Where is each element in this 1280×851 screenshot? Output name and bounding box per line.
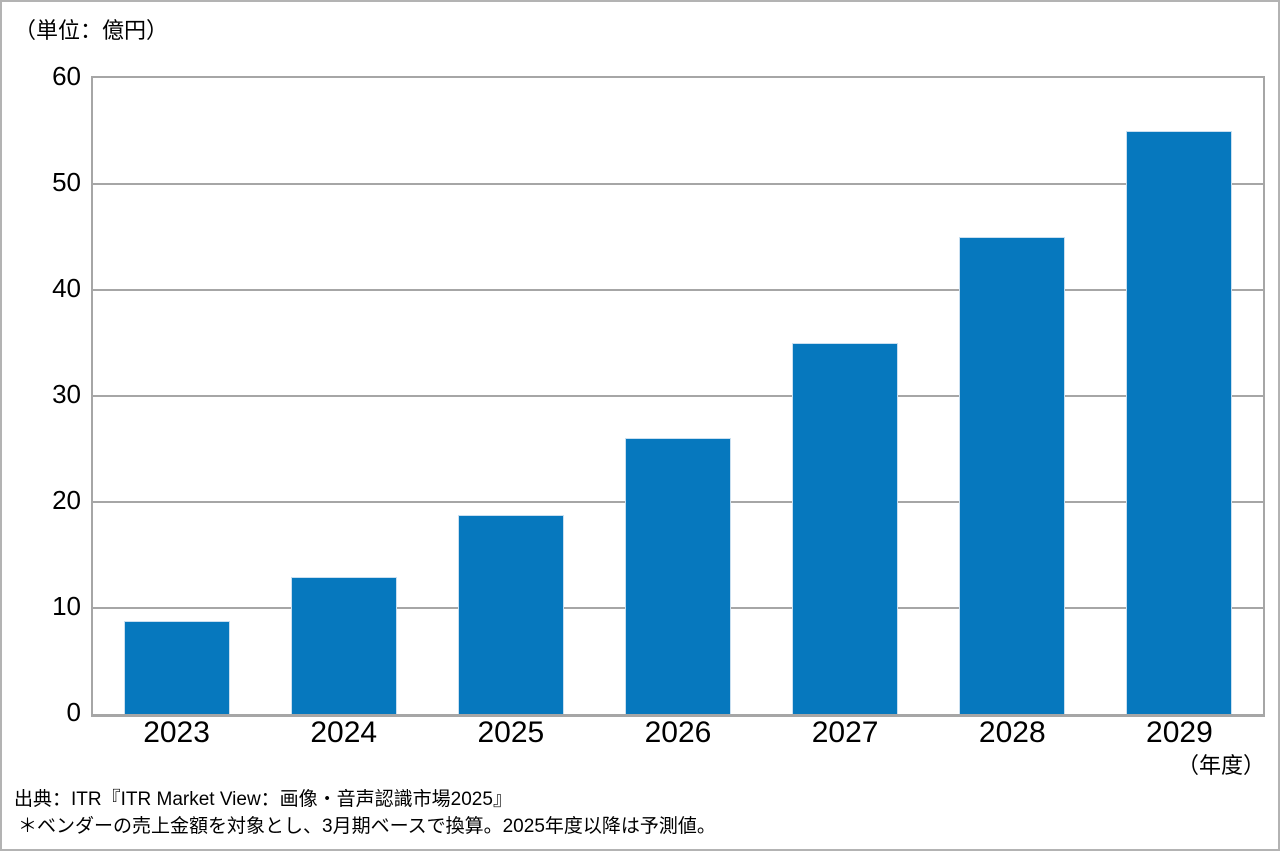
x-tick-label-2025: 2025	[477, 716, 545, 749]
source-note: ＊ベンダーの売上金額を対象とし、3月期ベースで換算。2025年度以降は予測値。	[18, 816, 716, 837]
x-tick-label-2028: 2028	[978, 716, 1046, 749]
y-tick-label-50: 50	[52, 166, 81, 197]
bar-slot-2025	[427, 78, 594, 714]
bar-slot-2029	[1096, 78, 1263, 714]
x-axis-unit-label: （年度）	[1176, 753, 1265, 778]
gridline-40	[93, 289, 1263, 292]
bar-slot-2028	[929, 78, 1096, 714]
y-tick-label-40: 40	[52, 272, 81, 303]
bar-2027	[792, 343, 899, 714]
bar-slot-2027	[762, 78, 929, 714]
x-tick-label-2024: 2024	[310, 716, 378, 749]
bar-2029	[1126, 131, 1233, 714]
x-axis-labels: 2023 2024 2025 2026 2027 2028 2029	[93, 716, 1263, 750]
y-tick-label-60: 60	[52, 61, 81, 91]
bars-row	[93, 78, 1263, 714]
x-tick-label-2023: 2023	[143, 716, 210, 749]
bar-2028	[959, 237, 1066, 714]
plot-area	[91, 76, 1265, 717]
x-tick-label-2026: 2026	[644, 716, 712, 749]
source-citation: 出典：ITR『ITR Market View：画像・音声認識市場2025』	[14, 789, 512, 810]
y-tick-label-0: 0	[66, 697, 81, 727]
y-axis-labels: 0 10 20 30 40 50 60	[2, 61, 81, 727]
y-tick-label-30: 30	[52, 379, 81, 409]
bar-2025	[457, 514, 564, 714]
x-tick-label-2029: 2029	[1146, 716, 1213, 749]
x-tick-label-2027: 2027	[811, 716, 879, 749]
bar-2026	[624, 438, 731, 714]
y-axis-unit-label: （単位：億円）	[14, 18, 169, 43]
y-tick-label-20: 20	[52, 484, 81, 515]
gridline-50	[93, 183, 1263, 185]
bar-2023	[123, 620, 230, 714]
gridline-30	[93, 395, 1263, 397]
bar-slot-2024	[260, 78, 427, 714]
bar-2024	[290, 577, 397, 714]
bar-slot-2026	[594, 78, 761, 714]
y-tick-label-10: 10	[52, 591, 81, 621]
bar-slot-2023	[93, 78, 260, 714]
